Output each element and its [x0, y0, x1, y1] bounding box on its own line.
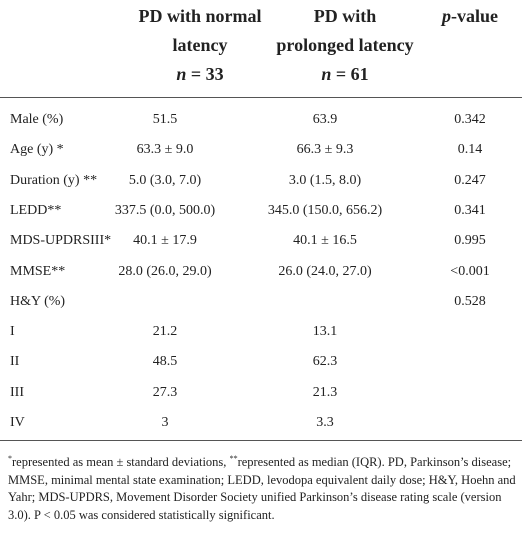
cell-value: 48.5 [152, 354, 178, 370]
cell-value: 345.0 (150.0, 656.2) [267, 202, 383, 218]
cell-value: 28.0 (26.0, 29.0) [118, 263, 212, 279]
p-rest: -value [451, 6, 498, 26]
cell-value: 21.3 [312, 384, 338, 400]
cell-value: 3.0 (1.5, 8.0) [288, 172, 362, 188]
row-label: II [10, 354, 20, 370]
p-symbol: p [442, 6, 451, 26]
cell-value: 21.2 [152, 324, 178, 340]
cell-value: 63.3 ± 9.0 [136, 142, 194, 158]
n-value: = 61 [335, 64, 369, 84]
row-label: III [10, 384, 24, 400]
bottom-rule [0, 440, 522, 441]
row-label: Duration (y) ** [10, 172, 98, 188]
header-title: PD with prolonged latency [276, 6, 414, 55]
cell-value: 0.342 [454, 112, 486, 127]
cell-value: 13.1 [312, 324, 338, 340]
cell-value: 63.9 [312, 112, 338, 127]
cell-value: 0.341 [454, 202, 486, 218]
header-n: n = 33 [125, 60, 275, 89]
header-title: PD with normal latency [138, 6, 262, 55]
cell-value: 66.3 ± 9.3 [296, 142, 354, 158]
cell-value: 62.3 [312, 354, 338, 370]
cell-value: 40.1 ± 17.9 [133, 233, 197, 249]
n-symbol: n [321, 64, 332, 84]
cell-value: 337.5 (0.0, 500.0) [114, 202, 216, 218]
cell-value: 40.1 ± 16.5 [293, 233, 357, 249]
cell-value: 0.528 [454, 293, 486, 309]
footnote-text: represented as median (IQR). PD, Parkins… [8, 455, 516, 522]
cell-value: 0.995 [454, 233, 486, 249]
footnote-text: represented as mean ± standard deviation… [12, 455, 230, 470]
header-col3: p-value [420, 2, 520, 31]
row-label: Age (y) * [10, 142, 64, 158]
cell-value: <0.001 [450, 263, 490, 279]
row-label: MMSE** [10, 263, 66, 279]
header-col2: PD with prolonged latency n = 61 [275, 2, 415, 89]
header-rule [0, 97, 522, 98]
footnote: *represented as mean ± standard deviatio… [8, 450, 516, 524]
cell-value: 26.0 (24.0, 27.0) [278, 263, 372, 279]
cell-value: 27.3 [152, 384, 178, 400]
header-p: p-value [420, 2, 520, 31]
cell-value: 3.3 [316, 415, 334, 430]
n-symbol: n [176, 64, 187, 84]
cell-value: 0.247 [454, 172, 486, 188]
header-n: n = 61 [275, 60, 415, 89]
footnote-mark: * [8, 454, 12, 463]
cell-value: 5.0 (3.0, 7.0) [128, 172, 202, 188]
row-label: MDS-UPDRSIII* [10, 233, 112, 249]
row-label: I [10, 324, 15, 340]
cell-value: 3 [161, 415, 169, 430]
header-col1: PD with normal latency n = 33 [125, 2, 275, 89]
cell-value: 0.14 [457, 142, 483, 158]
row-label: IV [10, 415, 25, 430]
row-label: Male (%) [10, 112, 64, 127]
cell-value: 51.5 [152, 112, 178, 127]
footnote-mark: ** [229, 454, 238, 463]
n-value: = 33 [190, 64, 224, 84]
row-label: LEDD** [10, 202, 62, 218]
row-label: H&Y (%) [10, 293, 66, 309]
